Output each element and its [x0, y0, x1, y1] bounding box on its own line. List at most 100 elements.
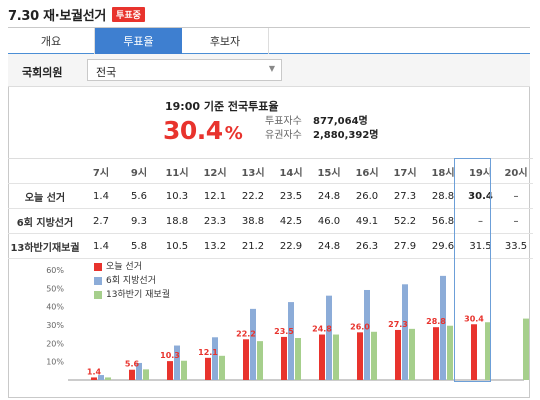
- bar-3: [523, 318, 529, 380]
- bar-1: [395, 329, 401, 380]
- bar-3: [181, 360, 187, 380]
- data-label: 12.1: [198, 348, 218, 357]
- data-label: 30.4: [464, 314, 484, 323]
- y-tick-label: 50%: [46, 284, 64, 293]
- legend-swatch: [94, 263, 102, 271]
- bar-2: [98, 375, 104, 380]
- bar-3: [105, 377, 111, 380]
- bar-1: [433, 327, 439, 380]
- table-cell: 10.3: [158, 183, 196, 209]
- table-cell: 24.8: [310, 233, 348, 259]
- bar-1: [471, 324, 477, 380]
- turnout-summary: 19:00 기준 전국투표율 30.4% 투표자수 877,064명 유권자수 2,…: [163, 96, 423, 156]
- filter-bar: 국회의원 전국 ▼: [8, 54, 530, 87]
- bar-2: [440, 275, 446, 380]
- region-select-value: 전국: [96, 66, 117, 79]
- data-label: 22.2: [236, 329, 256, 338]
- legend-label: 13하반기 재보궐: [106, 290, 170, 300]
- hour-header: 12시: [196, 158, 234, 184]
- bar-1: [357, 332, 363, 380]
- y-tick-label: 10%: [46, 358, 64, 367]
- bar-3: [219, 355, 225, 380]
- hour-header: 20시: [499, 158, 533, 184]
- turnout-rate: 30.4%: [163, 116, 243, 145]
- bar-2: [174, 345, 180, 380]
- region-select[interactable]: 전국 ▼: [87, 59, 282, 81]
- bar-1: [281, 336, 287, 380]
- table-cell: 26.0: [348, 183, 386, 209]
- bar-1: [205, 357, 211, 380]
- turnout-chart: 60% 50% 40% 30% 20% 10% 1.4 5.6 10.3 12.1 22.2 23.5…: [8, 258, 530, 398]
- table-cell: 1.4: [82, 183, 120, 209]
- table-row: 13하반기재보궐 1.4 5.8 10.5 13.2 21.2 22.9 24.…: [8, 233, 533, 259]
- bar-2: [326, 295, 332, 380]
- bar-1: [91, 377, 97, 380]
- data-label: 1.4: [87, 367, 102, 376]
- table-cell: 26.3: [348, 233, 386, 259]
- voters-label: 투표자수: [265, 116, 302, 127]
- table-cell: –: [462, 208, 499, 234]
- legend-swatch: [94, 277, 102, 285]
- page-title: 7.30 재·보궐선거: [8, 8, 107, 24]
- turnout-rate-value: 30.4: [163, 116, 223, 145]
- row-label: 6회 지방선거: [8, 208, 82, 234]
- bar-1: [319, 334, 325, 380]
- tab-candidates[interactable]: 후보자: [182, 28, 269, 54]
- bar-3: [447, 325, 453, 380]
- table-cell: 2.7: [82, 208, 120, 234]
- table-cell: 5.6: [120, 183, 158, 209]
- bar-3: [485, 322, 491, 380]
- table-cell: 31.5: [462, 233, 499, 259]
- data-label: 23.5: [274, 327, 294, 336]
- table-cell: 38.8: [234, 208, 272, 234]
- tab-overview[interactable]: 개요: [8, 28, 95, 54]
- hour-header: 7시: [82, 158, 120, 184]
- bar-1: [243, 339, 249, 380]
- table-cell: 24.8: [310, 183, 348, 209]
- table-cell: 10.5: [158, 233, 196, 259]
- hour-header: 18시: [424, 158, 462, 184]
- turnout-stats: 투표자수 877,064명 유권자수 2,880,392명: [265, 115, 379, 143]
- voters-value: 877,064명: [313, 116, 368, 127]
- turnout-table: 7시 9시 11시 12시 13시 14시 15시 16시 17시 18시 19…: [8, 158, 533, 259]
- tab-turnout[interactable]: 투표율: [95, 28, 182, 54]
- data-label: 10.3: [160, 351, 180, 360]
- table-cell: 46.0: [310, 208, 348, 234]
- chart-legend: 오늘 선거 6회 지방선거 13하반기 재보궐: [94, 260, 170, 302]
- table-cell: 22.2: [234, 183, 272, 209]
- table-cell: 28.8: [424, 183, 462, 209]
- data-label: 5.6: [125, 360, 140, 369]
- bar-2: [250, 308, 256, 380]
- status-badge: 투표중: [112, 6, 145, 22]
- data-label: 28.8: [426, 317, 446, 326]
- legend-item: 13하반기 재보궐: [94, 288, 170, 302]
- table-row: 6회 지방선거 2.7 9.3 18.8 23.3 38.8 42.5 46.0…: [8, 208, 533, 234]
- election-type-label: 국회의원: [22, 66, 63, 79]
- table-cell: 29.6: [424, 233, 462, 259]
- chevron-down-icon[interactable]: ▼: [268, 64, 275, 73]
- table-cell: 27.3: [386, 183, 424, 209]
- turnout-rate-unit: %: [224, 123, 243, 144]
- hour-header: 19시: [462, 158, 499, 184]
- table-cell: 27.9: [386, 233, 424, 259]
- table-cell: 22.9: [272, 233, 310, 259]
- table-cell: 9.3: [120, 208, 158, 234]
- bar-3: [295, 338, 301, 380]
- row-label: 13하반기재보궐: [8, 233, 82, 259]
- table-cell: –: [499, 208, 533, 234]
- legend-item: 오늘 선거: [94, 260, 170, 274]
- y-tick-label: 30%: [46, 321, 64, 330]
- legend-swatch: [94, 291, 102, 299]
- hour-header: 14시: [272, 158, 310, 184]
- data-label: 24.8: [312, 325, 332, 334]
- bar-2: [402, 284, 408, 380]
- table-cell: 23.5: [272, 183, 310, 209]
- bar-1: [167, 361, 173, 380]
- legend-label: 오늘 선거: [106, 262, 142, 272]
- hour-header: 11시: [158, 158, 196, 184]
- data-label: 27.3: [388, 320, 408, 329]
- legend-label: 6회 지방선거: [106, 276, 156, 286]
- hour-header: 16시: [348, 158, 386, 184]
- electorate-label: 유권자수: [265, 130, 302, 141]
- table-cell: 49.1: [348, 208, 386, 234]
